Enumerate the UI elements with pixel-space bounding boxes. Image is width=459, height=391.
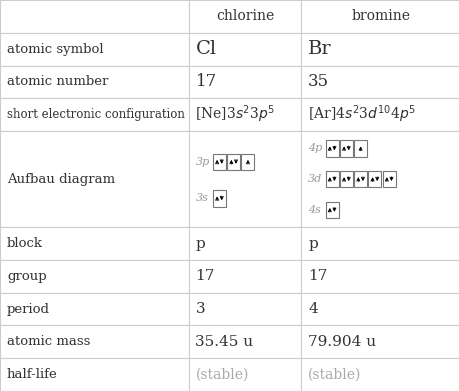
- Bar: [301, 131, 459, 227]
- Text: p: p: [308, 237, 317, 251]
- Text: 17: 17: [308, 269, 327, 283]
- Text: Aufbau diagram: Aufbau diagram: [7, 172, 115, 186]
- Bar: [301, 0, 459, 33]
- Bar: [301, 66, 459, 98]
- Bar: [0, 98, 188, 131]
- Text: Br: Br: [308, 40, 331, 58]
- Text: [Ne]3$s^2$3$p^5$: [Ne]3$s^2$3$p^5$: [195, 104, 275, 126]
- Bar: [325, 140, 338, 156]
- Text: p: p: [195, 237, 205, 251]
- Bar: [353, 140, 366, 156]
- Text: short electronic configuration: short electronic configuration: [7, 108, 185, 121]
- Text: period: period: [7, 303, 50, 316]
- Bar: [0, 260, 188, 293]
- Bar: [213, 154, 225, 170]
- Bar: [301, 325, 459, 358]
- Bar: [227, 154, 240, 170]
- Text: atomic mass: atomic mass: [7, 335, 90, 348]
- Text: bromine: bromine: [350, 9, 409, 23]
- Bar: [0, 293, 188, 325]
- Text: block: block: [7, 237, 43, 250]
- Bar: [188, 66, 301, 98]
- Bar: [0, 33, 188, 66]
- Text: half-life: half-life: [7, 368, 57, 381]
- Text: 35: 35: [308, 74, 329, 90]
- Text: 4p: 4p: [308, 143, 322, 153]
- Bar: [0, 66, 188, 98]
- Bar: [301, 227, 459, 260]
- Bar: [353, 171, 366, 187]
- Bar: [0, 358, 188, 391]
- Bar: [188, 260, 301, 293]
- Bar: [241, 154, 254, 170]
- Bar: [325, 202, 338, 218]
- Text: atomic number: atomic number: [7, 75, 108, 88]
- Text: 4: 4: [308, 302, 317, 316]
- Text: chlorine: chlorine: [215, 9, 274, 23]
- Bar: [301, 33, 459, 66]
- Text: atomic symbol: atomic symbol: [7, 43, 103, 56]
- Text: group: group: [7, 270, 46, 283]
- Bar: [188, 0, 301, 33]
- Bar: [339, 140, 352, 156]
- Text: 79.904 u: 79.904 u: [308, 335, 375, 349]
- Bar: [0, 0, 188, 33]
- Bar: [301, 293, 459, 325]
- Bar: [188, 358, 301, 391]
- Text: 35.45 u: 35.45 u: [195, 335, 253, 349]
- Bar: [0, 325, 188, 358]
- Text: 3: 3: [195, 302, 205, 316]
- Bar: [188, 325, 301, 358]
- Text: Cl: Cl: [195, 40, 216, 58]
- Text: 3p: 3p: [195, 157, 209, 167]
- Bar: [0, 131, 188, 227]
- Text: (stable): (stable): [195, 368, 248, 382]
- Bar: [213, 190, 225, 206]
- Bar: [188, 293, 301, 325]
- Bar: [301, 260, 459, 293]
- Text: 3d: 3d: [308, 174, 322, 184]
- Bar: [188, 98, 301, 131]
- Bar: [368, 171, 381, 187]
- Text: [Ar]4$s^2$3$d^{10}$4$p^5$: [Ar]4$s^2$3$d^{10}$4$p^5$: [308, 104, 415, 126]
- Bar: [339, 171, 352, 187]
- Text: 3s: 3s: [195, 193, 208, 203]
- Bar: [188, 131, 301, 227]
- Bar: [301, 98, 459, 131]
- Text: (stable): (stable): [308, 368, 361, 382]
- Text: 17: 17: [195, 269, 214, 283]
- Bar: [188, 227, 301, 260]
- Bar: [188, 33, 301, 66]
- Bar: [382, 171, 395, 187]
- Text: 17: 17: [195, 74, 216, 90]
- Bar: [301, 358, 459, 391]
- Text: 4s: 4s: [308, 205, 320, 215]
- Bar: [0, 227, 188, 260]
- Bar: [325, 171, 338, 187]
